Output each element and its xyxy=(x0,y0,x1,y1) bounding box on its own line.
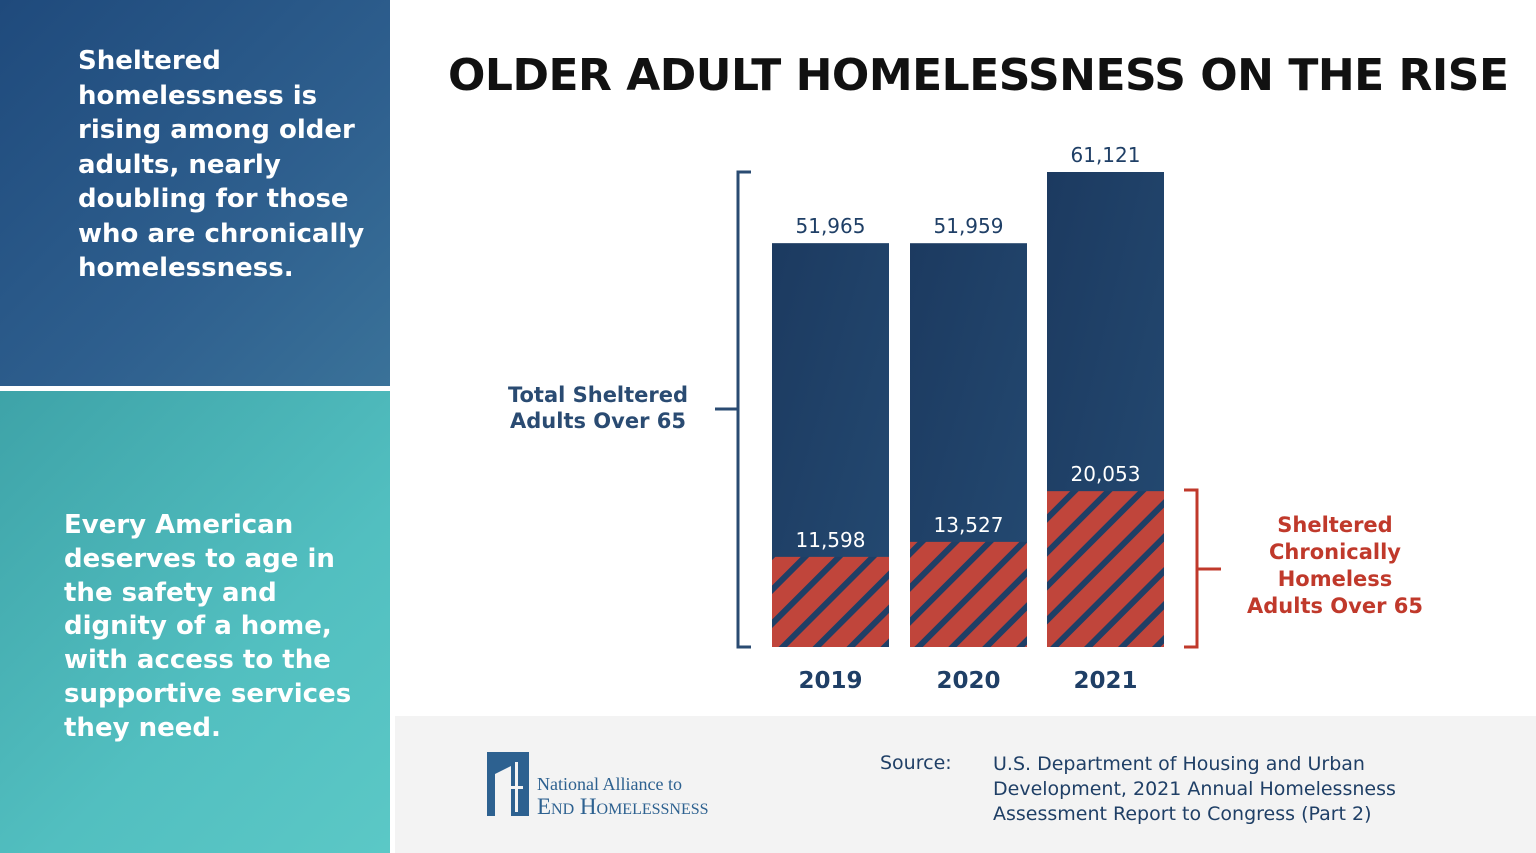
bottom-message-text: Every American deserves to age in the sa… xyxy=(64,510,352,743)
logo-line2: End Homelessness xyxy=(537,794,709,819)
label-chronic-2020: 13,527 xyxy=(934,513,1004,537)
x-tick-2021: 2021 xyxy=(1073,668,1137,694)
label-total-2019: 51,965 xyxy=(796,214,866,238)
x-tick-2020: 2020 xyxy=(936,668,1000,694)
footer xyxy=(395,716,1536,853)
building-logo-icon xyxy=(487,752,529,816)
logo: National Alliance to End Homelessness xyxy=(487,752,757,819)
bar-chronic-2021 xyxy=(1047,491,1164,647)
source-label: Source: xyxy=(880,752,952,774)
logo-line1: National Alliance to xyxy=(537,774,682,794)
top-message-panel xyxy=(0,0,390,386)
label-total-2021: 61,121 xyxy=(1071,143,1141,167)
chronic-bracket xyxy=(1184,488,1221,649)
legend-total: Total Sheltered Adults Over 65 xyxy=(507,383,689,433)
bottom-message-panel xyxy=(0,391,390,853)
legend-chronic: Sheltered Chronically Homeless Adults Ov… xyxy=(1247,513,1423,618)
label-chronic-2021: 20,053 xyxy=(1071,462,1141,486)
label-chronic-2019: 11,598 xyxy=(796,528,866,552)
total-bracket xyxy=(715,170,751,649)
label-total-2020: 51,959 xyxy=(934,214,1004,238)
x-tick-2019: 2019 xyxy=(798,668,862,694)
top-message-text: Sheltered homelessness is rising among o… xyxy=(78,46,365,283)
chart-title: OLDER ADULT HOMELESSNESS ON THE RISE xyxy=(448,50,1509,101)
bar-chronic-2019 xyxy=(772,556,889,647)
source-text: U.S. Department of Housing and Urban Dev… xyxy=(993,753,1396,825)
bar-chronic-2020 xyxy=(910,541,1027,647)
